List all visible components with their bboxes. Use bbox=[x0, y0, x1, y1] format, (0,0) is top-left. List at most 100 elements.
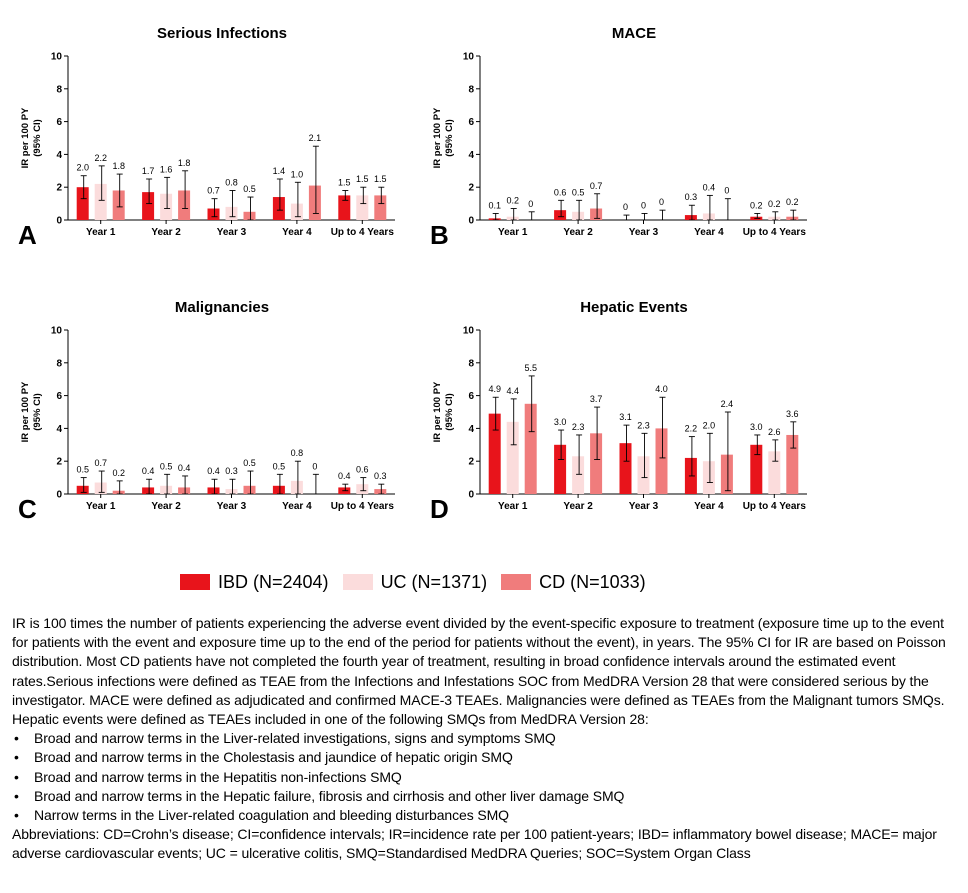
data-label: 3.0 bbox=[554, 417, 567, 427]
data-label: 0 bbox=[724, 186, 729, 196]
data-label: 1.5 bbox=[356, 174, 369, 184]
data-label: 2.1 bbox=[309, 133, 322, 143]
data-label: 1.8 bbox=[112, 161, 125, 171]
data-label: 4.9 bbox=[488, 384, 501, 394]
x-tick-label: Up to 4 Years bbox=[743, 501, 807, 512]
bar-uc bbox=[506, 216, 519, 220]
data-label: 0.7 bbox=[590, 181, 603, 191]
bar-uc bbox=[768, 216, 781, 220]
smq-list: Broad and narrow terms in the Liver-rela… bbox=[12, 729, 960, 825]
data-label: 0.7 bbox=[207, 186, 220, 196]
bar-uc bbox=[702, 213, 715, 220]
y-axis-label-line: (95% CI) bbox=[444, 393, 455, 430]
y-tick-label: 8 bbox=[56, 84, 62, 95]
data-label: 3.6 bbox=[786, 409, 799, 419]
bar-uc bbox=[225, 489, 238, 494]
chart-serious-infections: Serious Infections IR per 100 PY(95% CI) 0… bbox=[0, 18, 440, 250]
bar-uc bbox=[356, 195, 369, 220]
y-axis-label-line: IR per 100 PY bbox=[432, 107, 443, 168]
x-tick-label: Year 2 bbox=[151, 227, 181, 238]
chart-svg: Serious Infections IR per 100 PY(95% CI) 0… bbox=[18, 25, 395, 250]
bar-ibd bbox=[142, 487, 155, 494]
bar-cd bbox=[655, 428, 668, 494]
y-tick-label: 10 bbox=[463, 326, 475, 337]
bar-ibd bbox=[488, 218, 501, 220]
bar-cd bbox=[374, 489, 387, 494]
data-label: 2.3 bbox=[572, 422, 585, 432]
data-label: 4.4 bbox=[506, 386, 519, 396]
y-axis-label-line: (95% CI) bbox=[32, 119, 43, 156]
data-label: 0.6 bbox=[356, 465, 369, 475]
y-tick-label: 6 bbox=[468, 117, 474, 128]
data-label: 1.5 bbox=[374, 174, 387, 184]
bar-cd bbox=[178, 190, 191, 220]
bar-cd bbox=[112, 190, 125, 220]
bar-cd bbox=[178, 487, 191, 494]
data-label: 0.2 bbox=[786, 197, 799, 207]
x-tick-label: Year 3 bbox=[629, 227, 659, 238]
bar-uc bbox=[290, 203, 303, 220]
footnote-paragraph: IR is 100 times the number of patients e… bbox=[12, 615, 946, 728]
chart-hepatic-events: Hepatic Events IR per 100 PY(95% CI) 0 2 4 6 8… bbox=[412, 292, 852, 532]
panel-letter: A bbox=[18, 220, 37, 250]
data-label: 2.4 bbox=[721, 399, 734, 409]
bar-ibd bbox=[619, 443, 632, 494]
data-label: 1.7 bbox=[142, 166, 155, 176]
y-tick-label: 2 bbox=[56, 457, 62, 468]
y-tick-label: 8 bbox=[468, 84, 474, 95]
y-tick-label: 0 bbox=[468, 490, 474, 501]
chart-title: Hepatic Events bbox=[580, 299, 688, 316]
data-label: 3.7 bbox=[590, 394, 603, 404]
bar-ibd bbox=[684, 215, 697, 220]
panel-letter: C bbox=[18, 494, 37, 524]
data-label: 0 bbox=[312, 461, 317, 471]
data-label: 1.8 bbox=[178, 158, 191, 168]
bar-ibd bbox=[554, 210, 567, 220]
legend-item-uc: UC (N=1371) bbox=[342, 572, 487, 593]
data-label: 1.4 bbox=[273, 166, 286, 176]
data-label: 0.2 bbox=[768, 199, 781, 209]
data-label: 2.0 bbox=[703, 420, 716, 430]
smq-list-item: Broad and narrow terms in the Hepatic fa… bbox=[12, 787, 960, 806]
bar-cd bbox=[308, 185, 321, 220]
footnotes: IR is 100 times the number of patients e… bbox=[12, 614, 960, 864]
bar-ibd bbox=[76, 485, 89, 494]
data-label: 0.6 bbox=[554, 187, 567, 197]
data-label: 0.8 bbox=[291, 448, 304, 458]
legend-label-cd: CD (N=1033) bbox=[539, 571, 646, 592]
data-label: 4.0 bbox=[655, 384, 668, 394]
data-label: 2.6 bbox=[768, 427, 781, 437]
data-label: 0.5 bbox=[243, 458, 256, 468]
x-tick-label: Year 4 bbox=[282, 227, 312, 238]
chart-svg: Hepatic Events IR per 100 PY(95% CI) 0 2 4 6 8… bbox=[430, 299, 807, 524]
legend-swatch-cd bbox=[501, 574, 532, 590]
smq-list-item: Broad and narrow terms in the Liver-rela… bbox=[12, 729, 960, 748]
x-tick-label: Up to 4 Years bbox=[331, 501, 395, 512]
x-tick-label: Year 1 bbox=[498, 501, 528, 512]
y-tick-label: 4 bbox=[56, 150, 62, 161]
y-tick-label: 0 bbox=[56, 490, 62, 501]
data-label: 0 bbox=[641, 200, 646, 210]
bar-cd bbox=[720, 454, 733, 494]
x-tick-label: Year 3 bbox=[217, 501, 247, 512]
bar-cd bbox=[786, 434, 799, 494]
bar-uc bbox=[572, 456, 585, 494]
legend: IBD (N=2404) UC (N=1371) CD (N=1033) bbox=[180, 570, 660, 594]
bar-cd bbox=[112, 490, 125, 494]
data-label: 1.0 bbox=[291, 169, 304, 179]
data-label: 0.5 bbox=[160, 461, 173, 471]
y-tick-label: 4 bbox=[468, 150, 474, 161]
data-label: 3.1 bbox=[619, 412, 632, 422]
data-label: 2.0 bbox=[76, 163, 89, 173]
abbreviations: Abbreviations: CD=Crohn’s disease; CI=co… bbox=[12, 826, 937, 862]
x-tick-label: Year 2 bbox=[151, 501, 181, 512]
x-tick-label: Year 3 bbox=[629, 501, 659, 512]
y-tick-label: 4 bbox=[56, 424, 62, 435]
y-axis-label: IR per 100 PY(95% CI) bbox=[432, 381, 455, 442]
bar-uc bbox=[702, 461, 715, 494]
legend-swatch-uc bbox=[342, 574, 373, 590]
panel-letter: D bbox=[430, 494, 449, 524]
chart-malignancies: Malignancies IR per 100 PY(95% CI) 0 2 4 6 8 10… bbox=[0, 292, 440, 524]
bar-cd bbox=[243, 485, 256, 494]
x-tick-label: Year 1 bbox=[86, 501, 116, 512]
